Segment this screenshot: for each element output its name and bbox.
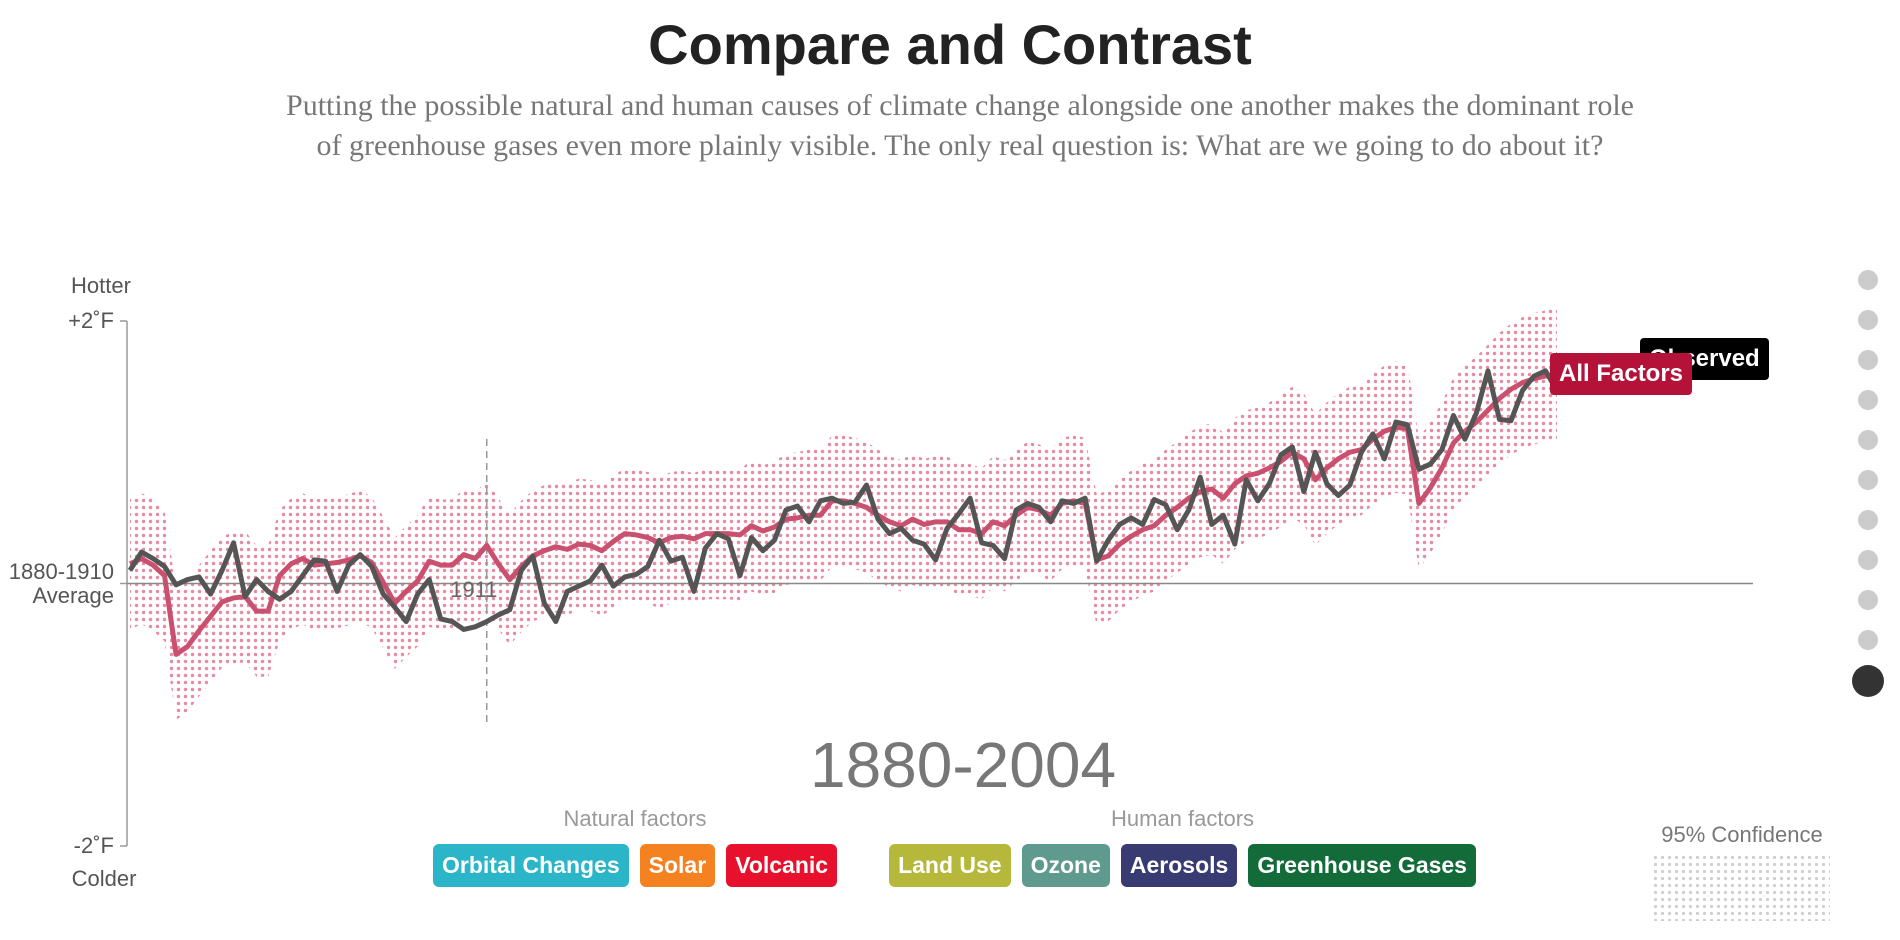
nav-dot[interactable] [1858, 470, 1878, 490]
series-line [127, 368, 1560, 632]
factor-button[interactable]: Solar [639, 844, 716, 887]
factor-group: Human factors Land Use Ozone Aerosols Greenh… [889, 806, 1476, 887]
y-tick-label: 1880-1910 Average [8, 558, 114, 608]
y-top-label: Hotter [71, 273, 131, 298]
nav-dot[interactable] [1858, 630, 1878, 650]
factor-groups: Natural factors Orbital Changes Solar Volca… [433, 806, 1476, 887]
nav-dot[interactable] [1858, 270, 1878, 290]
series-tag: All Factors [1550, 352, 1693, 395]
subtitle: Putting the possible natural and human c… [286, 89, 1634, 162]
factor-button[interactable]: Volcanic [726, 844, 838, 887]
nav-dot[interactable] [1858, 390, 1878, 410]
title: Compare and Contrast [648, 13, 1252, 76]
period-label: 1880-2004 [809, 729, 1117, 801]
factor-button[interactable]: Greenhouse Gases [1248, 844, 1476, 887]
nav-dot[interactable] [1858, 430, 1878, 450]
factor-button[interactable]: Orbital Changes [433, 844, 629, 887]
factor-row: Land Use Ozone Aerosols Greenhouse Gases [889, 844, 1476, 887]
factor-button[interactable]: Land Use [889, 844, 1011, 887]
confidence-band [130, 307, 1557, 720]
nav-dot[interactable] [1858, 590, 1878, 610]
year-marker-label: 1911 [450, 577, 497, 602]
factor-group-label: Natural factors [563, 806, 707, 831]
y-tick-label: +2˚F [68, 308, 114, 333]
factor-button[interactable]: Aerosols [1120, 844, 1238, 887]
factor-group: Natural factors Orbital Changes Solar Volca… [433, 806, 838, 887]
factor-row: Orbital Changes Solar Volcanic [433, 844, 838, 887]
y-tick-label: -2˚F [73, 833, 114, 858]
nav-dot[interactable] [1858, 550, 1878, 570]
y-bottom-label: Colder [71, 866, 137, 891]
factor-button[interactable]: Ozone [1021, 844, 1110, 887]
nav-dot[interactable] [1858, 310, 1878, 330]
nav-dot[interactable] [1858, 510, 1878, 530]
page-nav [1852, 270, 1884, 697]
nav-dot[interactable] [1858, 350, 1878, 370]
confidence-swatch [1652, 854, 1830, 921]
confidence-label: 95% Confidence [1661, 822, 1823, 847]
factor-group-label: Human factors [1111, 806, 1255, 831]
nav-dot-active[interactable] [1852, 665, 1884, 697]
